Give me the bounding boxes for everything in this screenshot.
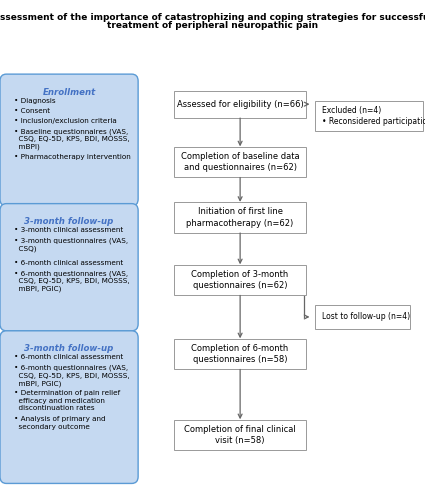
- Text: Completion of 3-month
questionnaires (n=62): Completion of 3-month questionnaires (n=…: [192, 270, 289, 290]
- FancyBboxPatch shape: [174, 420, 306, 450]
- Text: 3-month follow-up: 3-month follow-up: [24, 344, 113, 353]
- Text: • Diagnosis: • Diagnosis: [14, 98, 56, 103]
- Text: Completion of final clinical
visit (n=58): Completion of final clinical visit (n=58…: [184, 424, 296, 445]
- FancyBboxPatch shape: [174, 202, 306, 232]
- FancyBboxPatch shape: [174, 147, 306, 177]
- Text: Excluded (n=4)
• Reconsidered participation (n=4): Excluded (n=4) • Reconsidered participat…: [322, 106, 425, 126]
- Text: • Analysis of primary and
  secondary outcome: • Analysis of primary and secondary outc…: [14, 416, 106, 430]
- FancyBboxPatch shape: [174, 265, 306, 295]
- Text: Lost to follow-up (n=4): Lost to follow-up (n=4): [322, 312, 410, 322]
- FancyBboxPatch shape: [174, 339, 306, 369]
- FancyBboxPatch shape: [174, 91, 306, 118]
- Text: Assessed for eligibility (n=66): Assessed for eligibility (n=66): [177, 100, 303, 108]
- Text: • 6-month clinical assessment: • 6-month clinical assessment: [14, 354, 123, 360]
- FancyBboxPatch shape: [0, 204, 138, 331]
- Text: • 6-month clinical assessment: • 6-month clinical assessment: [14, 260, 123, 266]
- Text: • Pharmacotherapy intervention: • Pharmacotherapy intervention: [14, 154, 131, 160]
- FancyBboxPatch shape: [0, 74, 138, 206]
- Text: • 6-month questionnaires (VAS,
  CSQ, EQ-5D, KPS, BDI, MOSSS,
  mBPI, PGIC): • 6-month questionnaires (VAS, CSQ, EQ-5…: [14, 364, 130, 386]
- Text: Initiation of first line
pharmacotherapy (n=62): Initiation of first line pharmacotherapy…: [187, 208, 294, 228]
- Text: 3-month follow-up: 3-month follow-up: [24, 217, 113, 226]
- Text: • 3-month clinical assessment: • 3-month clinical assessment: [14, 227, 123, 233]
- Text: • Inclusion/exclusion criteria: • Inclusion/exclusion criteria: [14, 118, 117, 124]
- FancyBboxPatch shape: [314, 305, 410, 329]
- Text: Assessment of the importance of catastrophizing and coping strategies for succes: Assessment of the importance of catastro…: [0, 12, 425, 22]
- Text: • 3-month questionnaires (VAS,
  CSQ): • 3-month questionnaires (VAS, CSQ): [14, 238, 128, 252]
- Text: Completion of baseline data
and questionnaires (n=62): Completion of baseline data and question…: [181, 152, 300, 172]
- Text: • Determination of pain relief
  efficacy and medication
  discontinuation rates: • Determination of pain relief efficacy …: [14, 390, 120, 411]
- FancyBboxPatch shape: [314, 100, 423, 131]
- Text: • 6-month questionnaires (VAS,
  CSQ, EQ-5D, KPS, BDI, MOSSS,
  mBPI, PGIC): • 6-month questionnaires (VAS, CSQ, EQ-5…: [14, 270, 130, 292]
- Text: Enrollment: Enrollment: [42, 88, 96, 96]
- Text: Completion of 6-month
questionnaires (n=58): Completion of 6-month questionnaires (n=…: [192, 344, 289, 364]
- FancyBboxPatch shape: [0, 331, 138, 484]
- Text: • Consent: • Consent: [14, 108, 50, 114]
- Text: • Baseline questionnaires (VAS,
  CSQ, EQ-5D, KPS, BDI, MOSSS,
  mBPI): • Baseline questionnaires (VAS, CSQ, EQ-…: [14, 128, 130, 150]
- Text: treatment of peripheral neuropathic pain: treatment of peripheral neuropathic pain: [107, 22, 318, 30]
